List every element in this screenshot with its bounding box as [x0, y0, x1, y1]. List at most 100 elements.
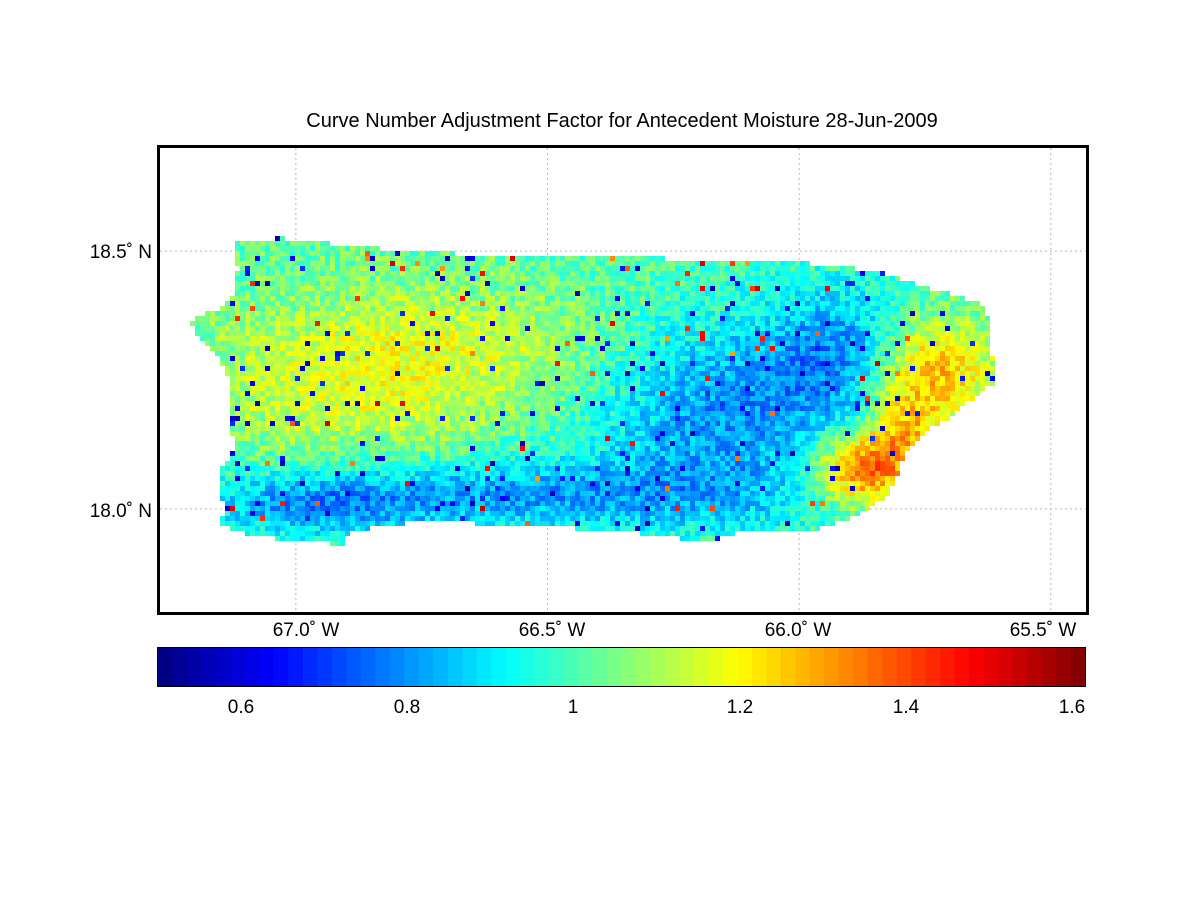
raster-cell	[890, 341, 895, 346]
raster-cell	[895, 321, 900, 326]
raster-cell	[385, 251, 390, 256]
raster-cell	[690, 376, 695, 381]
raster-cell	[585, 386, 590, 391]
raster-cell	[825, 281, 830, 286]
raster-cell	[435, 316, 440, 321]
raster-cell	[690, 396, 695, 401]
raster-cell	[420, 276, 425, 281]
raster-cell	[270, 371, 275, 376]
raster-cell	[620, 371, 625, 376]
raster-cell	[385, 296, 390, 301]
raster-cell	[535, 321, 540, 326]
raster-cell	[770, 316, 775, 321]
raster-cell	[630, 336, 635, 341]
raster-cell	[370, 291, 375, 296]
raster-cell	[710, 291, 715, 296]
raster-cell	[575, 261, 580, 266]
raster-cell	[315, 261, 320, 266]
raster-cell	[485, 416, 490, 421]
raster-cell	[745, 396, 750, 401]
raster-cell	[905, 396, 910, 401]
raster-cell	[530, 341, 535, 346]
raster-cell	[530, 416, 535, 421]
raster-cell	[235, 276, 240, 281]
raster-cell	[230, 326, 235, 331]
raster-cell	[810, 291, 815, 296]
raster-cell	[325, 396, 330, 401]
raster-cell	[680, 411, 685, 416]
raster-cell	[605, 261, 610, 266]
raster-cell	[600, 326, 605, 331]
raster-cell	[325, 421, 330, 426]
raster-cell	[375, 301, 380, 306]
raster-cell	[300, 256, 305, 261]
raster-cell	[765, 261, 770, 266]
raster-cell	[310, 351, 315, 356]
raster-cell	[245, 351, 250, 356]
raster-cell	[800, 331, 805, 336]
raster-cell	[510, 396, 515, 401]
raster-cell	[235, 286, 240, 291]
raster-cell	[445, 251, 450, 256]
raster-cell	[615, 376, 620, 381]
raster-cell	[535, 351, 540, 356]
raster-cell	[895, 411, 900, 416]
raster-cell	[300, 401, 305, 406]
raster-cell	[630, 381, 635, 386]
raster-cell	[690, 291, 695, 296]
raster-cell	[640, 341, 645, 346]
raster-cell	[875, 276, 880, 281]
raster-cell	[560, 346, 565, 351]
raster-cell	[715, 271, 720, 276]
raster-cell	[370, 401, 375, 406]
raster-cell	[490, 301, 495, 306]
raster-cell	[645, 346, 650, 351]
raster-cell	[380, 331, 385, 336]
raster-cell	[600, 341, 605, 346]
raster-cell	[470, 266, 475, 271]
raster-cell	[750, 356, 755, 361]
raster-cell	[280, 416, 285, 421]
raster-cell	[325, 381, 330, 386]
raster-cell	[395, 351, 400, 356]
raster-cell	[390, 351, 395, 356]
raster-cell	[235, 271, 240, 276]
raster-cell	[250, 281, 255, 286]
raster-cell	[370, 251, 375, 256]
raster-cell	[275, 291, 280, 296]
raster-cell	[655, 386, 660, 391]
raster-cell	[815, 286, 820, 291]
raster-cell	[635, 411, 640, 416]
raster-cell	[710, 301, 715, 306]
raster-cell	[900, 391, 905, 396]
raster-cell	[795, 386, 800, 391]
raster-cell	[255, 246, 260, 251]
raster-cell	[935, 341, 940, 346]
raster-cell	[755, 276, 760, 281]
raster-cell	[620, 326, 625, 331]
raster-cell	[565, 301, 570, 306]
raster-cell	[655, 326, 660, 331]
raster-cell	[315, 326, 320, 331]
raster-cell	[980, 361, 985, 366]
raster-cell	[595, 396, 600, 401]
raster-cell	[630, 361, 635, 366]
raster-cell	[270, 326, 275, 331]
raster-cell	[845, 336, 850, 341]
raster-cell	[335, 356, 340, 361]
raster-cell	[220, 356, 225, 361]
raster-cell	[350, 381, 355, 386]
raster-cell	[625, 401, 630, 406]
raster-cell	[700, 311, 705, 316]
raster-cell	[615, 366, 620, 371]
raster-cell	[545, 351, 550, 356]
raster-cell	[660, 381, 665, 386]
raster-cell	[435, 396, 440, 401]
raster-cell	[565, 321, 570, 326]
raster-cell	[305, 336, 310, 341]
raster-cell	[380, 371, 385, 376]
raster-cell	[930, 371, 935, 376]
raster-cell	[510, 351, 515, 356]
raster-cell	[890, 411, 895, 416]
raster-cell	[245, 291, 250, 296]
